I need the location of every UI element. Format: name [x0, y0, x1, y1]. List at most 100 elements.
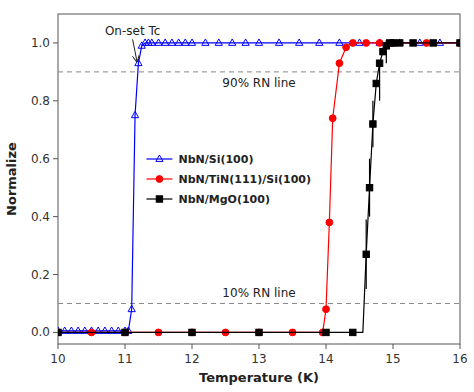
x-tick-label: 16	[452, 352, 467, 366]
series-marker	[410, 40, 416, 46]
y-tick	[53, 100, 58, 101]
series-marker	[336, 39, 343, 45]
series	[58, 40, 460, 336]
series-marker	[457, 40, 460, 46]
series-marker	[242, 39, 249, 45]
y-tick-label: 0.2	[31, 268, 50, 282]
legend: NbN/Si(100)NbN/TiN(111)/Si(100)NbN/MgO(1…	[146, 153, 311, 206]
series-marker	[189, 329, 196, 336]
series-marker	[373, 80, 379, 86]
series-marker	[188, 39, 195, 45]
series-marker	[326, 219, 333, 226]
y-tick-label: 1.0	[31, 36, 50, 50]
plot-background	[58, 14, 460, 344]
x-tick	[259, 344, 260, 349]
series-marker	[276, 39, 283, 45]
legend-line	[146, 158, 172, 159]
series-marker	[396, 39, 403, 45]
series-marker	[376, 39, 383, 45]
reference-line	[58, 303, 460, 304]
series-marker	[316, 39, 323, 45]
series-marker	[182, 39, 189, 45]
series-marker	[323, 329, 329, 335]
series-marker	[370, 121, 376, 127]
series-marker	[58, 329, 61, 336]
x-axis-label: Temperature (K)	[199, 370, 319, 385]
series-marker	[229, 39, 236, 45]
x-tick-label: 13	[251, 352, 266, 366]
series-marker	[363, 251, 369, 257]
annotation-arrow	[133, 39, 137, 61]
series-marker	[329, 115, 336, 122]
series-marker	[175, 39, 182, 45]
x-tick-label: 15	[385, 352, 400, 366]
series-marker	[202, 39, 209, 45]
plot-frame	[58, 14, 460, 344]
series-marker	[366, 184, 372, 190]
series-marker	[58, 329, 61, 335]
series-marker	[376, 60, 382, 66]
x-tick-label: 14	[318, 352, 333, 366]
legend-marker	[156, 196, 162, 202]
series-marker	[215, 39, 222, 45]
series-marker	[122, 329, 129, 336]
series-marker	[397, 40, 403, 46]
series-marker	[376, 40, 383, 47]
series-marker	[323, 306, 330, 313]
series-marker	[256, 329, 263, 336]
series-marker	[148, 39, 155, 45]
y-tick-label: 0.0	[31, 325, 50, 339]
reference-line-label: 90% RN line	[222, 76, 295, 90]
series-marker	[456, 39, 460, 45]
series-marker	[162, 39, 169, 45]
y-tick-label: 0.6	[31, 152, 50, 166]
series-marker	[436, 39, 443, 45]
annotation-text: On-set Tc	[105, 24, 160, 38]
series-marker	[343, 44, 350, 51]
annotations: On-set Tc	[105, 24, 160, 38]
y-tick	[53, 158, 58, 159]
x-tick	[326, 344, 327, 349]
series-marker	[390, 40, 397, 47]
x-tick	[393, 344, 394, 349]
series-marker	[168, 39, 175, 45]
series-marker	[256, 329, 262, 335]
chart-container: 101112131415160.00.20.40.60.81.0Temperat…	[0, 0, 474, 392]
series-marker	[128, 305, 135, 311]
chart: 101112131415160.00.20.40.60.81.0Temperat…	[0, 0, 474, 392]
x-tick	[58, 344, 59, 349]
y-tick	[53, 274, 58, 275]
x-tick	[125, 344, 126, 349]
plot-data	[58, 39, 460, 336]
y-tick-label: 0.8	[31, 94, 50, 108]
series-marker	[296, 39, 303, 45]
series-marker	[135, 59, 142, 65]
y-tick	[53, 216, 58, 217]
series	[58, 40, 460, 336]
series-marker	[416, 39, 423, 45]
series-line	[58, 43, 460, 332]
series-marker	[155, 39, 162, 45]
legend-marker	[156, 176, 163, 183]
series-marker	[131, 111, 138, 117]
series-marker	[349, 40, 356, 47]
series-marker	[350, 329, 356, 335]
series-marker	[390, 40, 396, 46]
series-marker	[356, 39, 363, 45]
legend-label: NbN/TiN(111)/Si(100)	[178, 173, 311, 186]
y-tick	[53, 42, 58, 43]
x-tick	[460, 344, 461, 349]
y-axis-label: Normalize	[4, 142, 19, 216]
axes: 101112131415160.00.20.40.60.81.0	[31, 36, 468, 366]
x-tick-label: 10	[50, 352, 65, 366]
reference-line-label: 10% RN line	[222, 286, 295, 300]
series-marker	[255, 39, 262, 45]
series	[58, 39, 460, 333]
x-tick-label: 12	[184, 352, 199, 366]
reference-line	[58, 71, 460, 72]
series-marker	[336, 60, 343, 67]
x-tick	[192, 344, 193, 349]
series-marker	[457, 40, 460, 47]
series-marker	[122, 329, 128, 335]
series-marker	[430, 40, 436, 46]
